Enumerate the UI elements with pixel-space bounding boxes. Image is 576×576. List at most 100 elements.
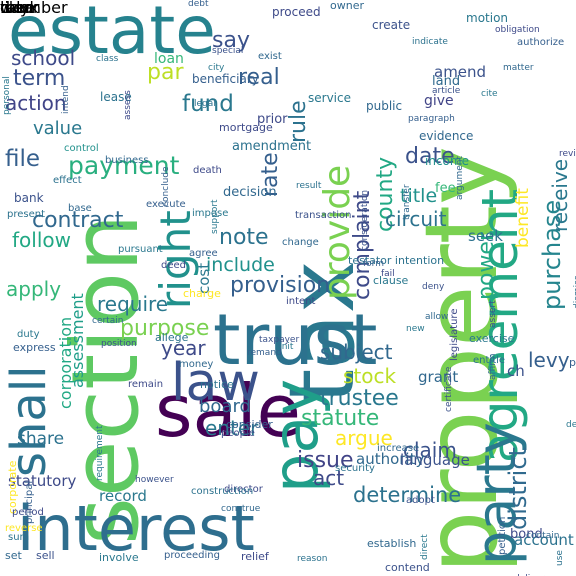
word-intent: intent (286, 296, 316, 307)
word-sum: sum (8, 532, 30, 543)
word-trust: trust (213, 299, 378, 381)
word-class: class (96, 54, 119, 64)
word-new: new (406, 324, 425, 334)
word-follow: follow (12, 228, 71, 252)
word-allow: allow (425, 312, 449, 322)
word-sale: sale (155, 369, 301, 453)
word-owner: owner (330, 0, 364, 12)
word-public: public (366, 99, 403, 113)
word-beneficiary: beneficiary (192, 72, 259, 86)
word-reverse: reverse (5, 523, 43, 534)
word-pursuant: pursuant (118, 244, 163, 255)
word-trustee: trustee (320, 386, 399, 411)
word-statute: statute (301, 406, 380, 431)
word-personal: personal (2, 76, 12, 115)
word-obligation: obligation (495, 25, 540, 35)
word-indicate: indicate (412, 37, 448, 47)
word-circuit: circuit (385, 207, 447, 231)
word-establish: establish (367, 537, 417, 550)
word-however: however (135, 475, 174, 485)
word-receive: receive (548, 158, 572, 232)
word-bank: bank (14, 191, 44, 205)
word-transaction: transaction (295, 210, 352, 221)
word-assessment: assessment (68, 293, 87, 388)
word-security: security (335, 463, 375, 474)
word-consider: consider (226, 418, 273, 431)
word-act: act (313, 466, 345, 490)
word-member: member (0, 0, 68, 17)
word-agree: agree (189, 248, 218, 259)
word-debt: debt (188, 0, 209, 9)
word-account: account (514, 531, 574, 549)
word-article: article (432, 86, 461, 96)
word-title: title (400, 185, 438, 207)
word-unit: unit (276, 342, 294, 352)
word-fund: fund (182, 91, 234, 117)
word-people: people (221, 428, 255, 439)
word-matter: matter (503, 63, 534, 73)
word-require: require (97, 292, 169, 316)
word-service: service (308, 91, 351, 105)
word-district: district (504, 447, 532, 530)
word-special: special (212, 46, 244, 56)
word-argument: argument (455, 155, 465, 200)
word-benefit: benefit (513, 188, 533, 248)
word-language: language (400, 451, 470, 469)
word-term: term (13, 66, 66, 91)
word-authority: authority (356, 450, 425, 468)
word-affirm: affirm (488, 353, 498, 380)
word-rule: rule (286, 100, 311, 143)
word-assert: assert (488, 300, 498, 328)
word-estate: estate (8, 0, 216, 69)
word-paragraph: paragraph (408, 114, 455, 124)
word-increase: increase (377, 443, 420, 454)
word-authorize: authorize (517, 37, 565, 48)
word-exist: exist (258, 51, 282, 62)
word-amend: amend (434, 63, 487, 81)
word-evidence: evidence (419, 129, 474, 143)
word-provision: provision (230, 273, 331, 298)
word-say: say (212, 28, 250, 53)
word-money: money (179, 359, 214, 370)
word-reason: reason (297, 554, 328, 564)
word-construe: construe (221, 504, 261, 514)
word-share: share (17, 429, 65, 449)
word-requirement: requirement (95, 425, 105, 481)
word-statutory: statutory (8, 472, 77, 490)
word-par: par (147, 60, 184, 85)
word-determine: determine (353, 483, 462, 507)
word-contain: contain (526, 531, 560, 541)
word-income: income (425, 154, 469, 168)
word-include: include (206, 254, 275, 276)
word-use: use (555, 550, 565, 566)
word-allege: allege (155, 331, 189, 344)
word-control: control (64, 143, 99, 154)
word-lease: lease (100, 90, 132, 104)
word-change: change (282, 237, 319, 248)
word-deed: deed (161, 260, 186, 271)
word-issue: issue (297, 448, 354, 473)
word-director: director (224, 484, 263, 495)
word-contend: contend (385, 561, 430, 574)
word-bond: bond (510, 527, 543, 542)
word-amendment: amendment (232, 139, 312, 154)
word-intend: intend (61, 85, 71, 114)
word-charge: charge (183, 287, 221, 300)
word-proceed: proceed (272, 5, 321, 19)
word-death: death (193, 165, 222, 176)
word-law: law (171, 353, 260, 413)
word-value: value (33, 118, 83, 139)
word-result: result (296, 181, 322, 191)
word-city: city (208, 63, 225, 73)
word-base: base (68, 203, 92, 214)
word-impose: impose (192, 208, 229, 219)
word-motion: motion (466, 11, 509, 25)
word-duty: duty (17, 329, 40, 340)
word-note: note (219, 225, 269, 250)
word-review: review (559, 149, 576, 159)
word-position: position (101, 339, 137, 349)
word-record: record (99, 487, 147, 505)
word-interest: interest (17, 492, 255, 565)
word-decision: decision (223, 185, 277, 200)
